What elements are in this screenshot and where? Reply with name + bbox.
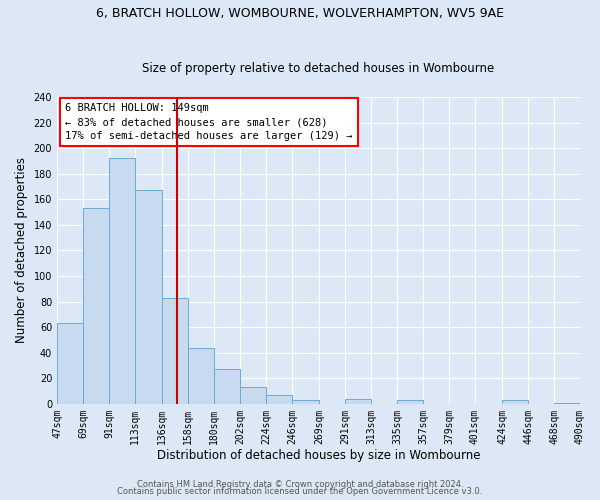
- Text: Contains public sector information licensed under the Open Government Licence v3: Contains public sector information licen…: [118, 487, 482, 496]
- Bar: [135, 190, 162, 404]
- Text: 6 BRATCH HOLLOW: 149sqm
← 83% of detached houses are smaller (628)
17% of semi-d: 6 BRATCH HOLLOW: 149sqm ← 83% of detache…: [65, 103, 352, 141]
- X-axis label: Distribution of detached houses by size in Wombourne: Distribution of detached houses by size …: [157, 450, 480, 462]
- Bar: [240, 387, 266, 404]
- Y-axis label: Number of detached properties: Number of detached properties: [15, 158, 28, 344]
- Bar: [397, 400, 423, 404]
- Text: 6, BRATCH HOLLOW, WOMBOURNE, WOLVERHAMPTON, WV5 9AE: 6, BRATCH HOLLOW, WOMBOURNE, WOLVERHAMPT…: [96, 8, 504, 20]
- Bar: [292, 400, 319, 404]
- Bar: [266, 395, 292, 404]
- Title: Size of property relative to detached houses in Wombourne: Size of property relative to detached ho…: [142, 62, 494, 75]
- Bar: [57, 324, 83, 404]
- Bar: [83, 208, 109, 404]
- Bar: [502, 400, 528, 404]
- Bar: [109, 158, 135, 404]
- Bar: [345, 398, 371, 404]
- Bar: [188, 348, 214, 404]
- Bar: [214, 370, 240, 404]
- Bar: [162, 298, 188, 404]
- Text: Contains HM Land Registry data © Crown copyright and database right 2024.: Contains HM Land Registry data © Crown c…: [137, 480, 463, 489]
- Bar: [554, 402, 580, 404]
